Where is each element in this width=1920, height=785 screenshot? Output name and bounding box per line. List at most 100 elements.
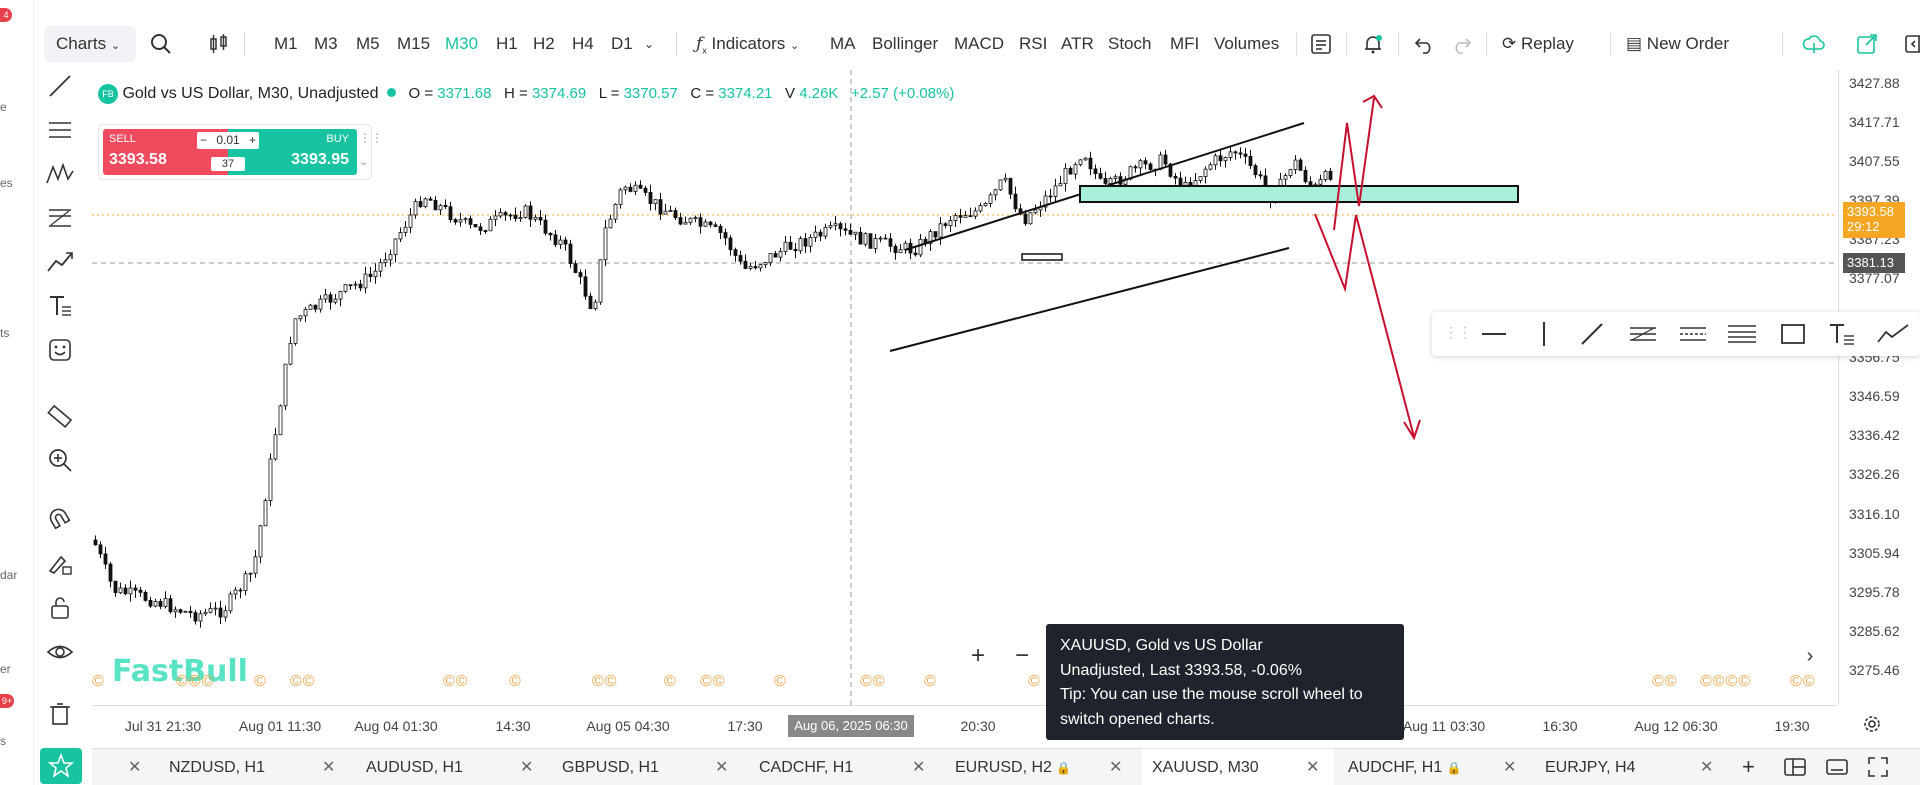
event-marker-icon[interactable]: ©© — [290, 673, 316, 690]
event-marker-icon[interactable]: © — [774, 673, 787, 690]
new-order-button[interactable]: ▤ New Order — [1626, 22, 1729, 66]
close-tab-icon[interactable]: ✕ — [1700, 759, 1714, 776]
event-marker-icon[interactable]: ©© — [1790, 673, 1816, 690]
horizontal-lines-tool-icon[interactable] — [42, 112, 78, 148]
window-icon[interactable] — [1826, 758, 1848, 776]
indicator-volumes[interactable]: Volumes — [1214, 34, 1280, 53]
favorite-star-icon[interactable] — [40, 748, 82, 784]
close-tab-icon[interactable]: ✕ — [520, 759, 534, 776]
sidebar-label-fragment[interactable]: dar — [0, 568, 18, 582]
bullish-path-arrow[interactable] — [1333, 97, 1375, 231]
lot-increase-button[interactable]: + — [248, 133, 256, 147]
event-marker-icon[interactable]: ©© — [1652, 673, 1678, 690]
zoom-in-icon[interactable] — [42, 442, 78, 478]
pattern-tool-icon[interactable] — [42, 156, 78, 192]
tab-audchf[interactable]: AUDCHF, H1 🔒 — [1348, 749, 1462, 785]
popout-icon[interactable] — [1856, 33, 1878, 60]
tab-eurjpy[interactable]: EURJPY, H4 — [1545, 759, 1636, 776]
small-zone-rectangle[interactable] — [1021, 253, 1063, 261]
indicator-mfi[interactable]: MFI — [1170, 34, 1200, 53]
event-marker-icon[interactable]: ©© — [700, 673, 726, 690]
event-marker-icon[interactable]: ©© — [443, 673, 469, 690]
candlestick-type-icon[interactable] — [208, 33, 230, 60]
event-marker-icon[interactable]: ©© — [860, 673, 886, 690]
eye-icon[interactable] — [42, 634, 78, 670]
sidebar-label-fragment[interactable]: e — [0, 100, 7, 114]
sell-button[interactable]: SELL 3393.58 — [103, 129, 197, 175]
close-tab-icon[interactable]: ✕ — [715, 759, 729, 776]
close-tab-icon[interactable]: ✕ — [322, 759, 336, 776]
undo-icon[interactable] — [1414, 33, 1436, 60]
polyline-tool-icon[interactable] — [42, 244, 78, 280]
path-arrow-icon[interactable] — [1876, 322, 1910, 346]
event-marker-icon[interactable]: © — [924, 673, 937, 690]
indicator-macd[interactable]: MACD — [954, 34, 1005, 53]
unlock-icon[interactable] — [42, 590, 78, 626]
close-tab-icon[interactable]: ✕ — [1306, 759, 1320, 776]
close-tab-icon[interactable]: ✕ — [1503, 759, 1517, 776]
alert-bell-icon[interactable] — [1362, 33, 1384, 60]
search-icon[interactable] — [150, 33, 172, 60]
sidebar-label-fragment[interactable]: er — [0, 662, 11, 676]
layout-icon[interactable] — [1784, 758, 1806, 776]
lot-decrease-button[interactable]: − — [200, 133, 208, 147]
trendline-tool-icon[interactable] — [42, 68, 78, 104]
event-marker-icon[interactable]: ©©© — [176, 673, 215, 690]
charts-menu-button[interactable]: Charts ⌄ — [44, 26, 136, 62]
zoom-out-button[interactable]: − — [1008, 643, 1036, 671]
indicator-atr[interactable]: ATR — [1061, 34, 1094, 53]
cloud-icon[interactable] — [1802, 33, 1826, 60]
magnet-icon[interactable] — [42, 502, 78, 538]
bearish-path-arrow[interactable] — [1314, 213, 1415, 438]
rectangle-icon[interactable] — [1780, 322, 1806, 346]
scroll-right-icon[interactable]: › — [1796, 643, 1824, 671]
sidebar-label-fragment[interactable]: es — [0, 176, 13, 190]
timeframe-m30[interactable]: M30 — [445, 34, 479, 53]
tab-xauusd[interactable]: XAUUSD, M30 — [1142, 749, 1334, 785]
indicator-ma[interactable]: MA — [830, 34, 856, 53]
fib-retracement-icon[interactable] — [1728, 322, 1756, 346]
timeframe-h4[interactable]: H4 — [572, 34, 594, 53]
timeframe-d1[interactable]: D1 — [611, 34, 633, 53]
parallel-channel-icon[interactable] — [1630, 322, 1656, 346]
time-axis[interactable]: Jul 31 21:30 Aug 01 11:30 Aug 04 01:30 1… — [92, 705, 1837, 745]
timeframe-m5[interactable]: M5 — [356, 34, 380, 53]
tab-nzdusd[interactable]: NZDUSD, H1 — [169, 759, 266, 776]
event-marker-icon[interactable]: © — [1028, 673, 1041, 690]
price-chart[interactable] — [92, 70, 1837, 705]
indicator-stoch[interactable]: Stoch — [1108, 34, 1152, 53]
event-marker-icon[interactable]: ©© — [592, 673, 618, 690]
add-tab-icon[interactable]: + — [1742, 754, 1755, 779]
resistance-zone-rectangle[interactable] — [1079, 185, 1519, 203]
tab-eurusd[interactable]: EURUSD, H2 🔒 — [955, 749, 1071, 785]
template-icon[interactable] — [1310, 33, 1332, 60]
indicator-bollinger[interactable]: Bollinger — [872, 34, 939, 53]
vertical-line-icon[interactable] — [1532, 322, 1556, 346]
fullscreen-icon[interactable] — [1868, 757, 1888, 777]
timeframe-h2[interactable]: H2 — [533, 34, 555, 53]
fibonacci-tool-icon[interactable] — [42, 200, 78, 236]
ray-line-icon[interactable] — [1580, 322, 1604, 346]
sidebar-label-fragment[interactable]: ts — [0, 326, 10, 340]
indicators-button[interactable]: ƒx Indicators ⌄ — [696, 34, 800, 56]
panel-toggle-icon[interactable] — [1904, 33, 1920, 60]
event-marker-icon[interactable]: © — [92, 673, 105, 690]
close-tab-icon[interactable]: ✕ — [1109, 759, 1123, 776]
redo-icon[interactable] — [1450, 33, 1472, 60]
event-marker-icon[interactable]: ©©©© — [1700, 673, 1752, 690]
replay-button[interactable]: ⟳ Replay — [1502, 22, 1574, 66]
event-marker-icon[interactable]: © — [509, 673, 522, 690]
indicator-rsi[interactable]: RSI — [1019, 34, 1048, 53]
text-note-icon[interactable] — [1828, 322, 1856, 346]
channel-lower-line[interactable] — [889, 247, 1290, 352]
buy-button[interactable]: BUY 3393.95 — [259, 129, 357, 175]
price-axis[interactable]: 3427.88 3417.71 3407.55 3397.39 3387.23 … — [1838, 70, 1920, 705]
timeframe-m3[interactable]: M3 — [314, 34, 338, 53]
timeframe-m15[interactable]: M15 — [397, 34, 431, 53]
sidebar-label-fragment[interactable]: s — [0, 734, 6, 748]
text-tool-icon[interactable] — [42, 288, 78, 324]
lot-input[interactable]: 0.01 — [216, 133, 240, 147]
close-tab-icon[interactable]: ✕ — [128, 759, 142, 776]
drag-handle-icon[interactable]: ⋮⋮ — [1444, 324, 1472, 340]
tab-audusd[interactable]: AUDUSD, H1 — [366, 759, 463, 776]
